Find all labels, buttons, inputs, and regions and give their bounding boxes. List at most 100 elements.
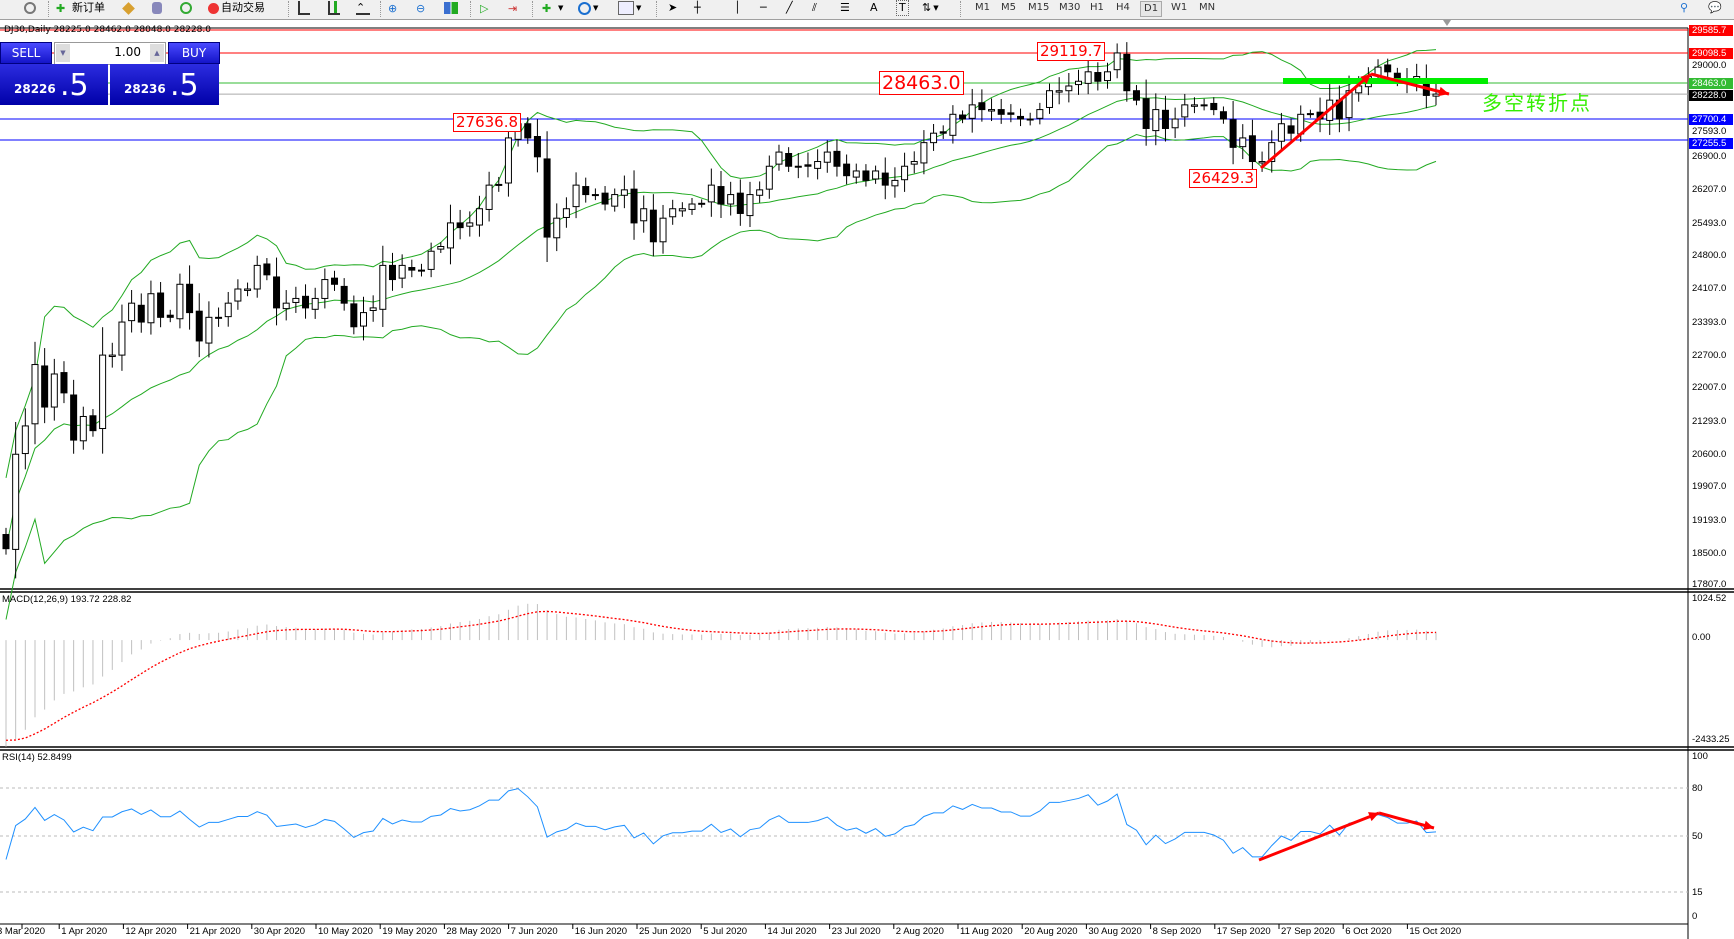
candle-body[interactable]	[321, 279, 329, 299]
crosshair-tool[interactable]: ┼	[694, 0, 701, 16]
candle-body[interactable]	[41, 365, 49, 408]
candle-body[interactable]	[215, 316, 223, 319]
candle-body[interactable]	[630, 188, 638, 224]
candle-body[interactable]	[543, 158, 551, 238]
candle-body[interactable]	[707, 184, 715, 203]
candle-body[interactable]	[70, 394, 78, 441]
price-annotation[interactable]: 29119.7	[1037, 42, 1106, 61]
timeframe-w1[interactable]: W1	[1171, 2, 1188, 13]
candle-body[interactable]	[427, 250, 435, 270]
candle-body[interactable]	[1306, 113, 1314, 116]
candle-body[interactable]	[2, 534, 10, 550]
candle-body[interactable]	[1229, 119, 1237, 148]
candle-body[interactable]	[920, 142, 928, 164]
candle-body[interactable]	[862, 170, 870, 181]
tile-windows-button[interactable]	[444, 0, 458, 16]
candle-body[interactable]	[756, 189, 764, 196]
channel-tool[interactable]: ⫽	[812, 0, 817, 16]
candle-body[interactable]	[456, 222, 464, 229]
candle-body[interactable]	[659, 217, 667, 243]
price-annotation[interactable]: 27636.8	[453, 113, 522, 132]
candle-body[interactable]	[1210, 102, 1218, 111]
candle-body[interactable]	[1075, 80, 1082, 86]
candle-body[interactable]	[1036, 109, 1044, 119]
candle-body[interactable]	[785, 152, 793, 167]
buy-button[interactable]: BUY	[168, 42, 220, 64]
candle-body[interactable]	[1007, 112, 1015, 115]
candle-body[interactable]	[727, 194, 735, 205]
chart-shift-button[interactable]: ⇥	[508, 0, 522, 16]
volume-value[interactable]: 1.00	[114, 45, 141, 59]
candle-body[interactable]	[891, 179, 899, 187]
candle-body[interactable]	[765, 165, 773, 190]
candle-body[interactable]	[21, 425, 29, 455]
candle-body[interactable]	[1113, 52, 1121, 71]
candle-body[interactable]	[1268, 142, 1276, 163]
zoom-out-button[interactable]: ⊖	[416, 0, 430, 16]
candle-body[interactable]	[852, 170, 860, 178]
candle-body[interactable]	[1345, 90, 1353, 119]
candle-body[interactable]	[611, 194, 619, 207]
candle-body[interactable]	[137, 304, 145, 323]
candle-body[interactable]	[1084, 71, 1092, 84]
candle-body[interactable]	[698, 202, 706, 205]
candle-body[interactable]	[1277, 123, 1285, 142]
candle-body[interactable]	[244, 288, 252, 291]
candle-body[interactable]	[910, 161, 918, 165]
search-button[interactable]: ⚲	[1680, 0, 1688, 16]
candle-body[interactable]	[495, 183, 503, 186]
candle-body[interactable]	[147, 293, 155, 324]
candle-body[interactable]	[1200, 104, 1208, 107]
candle-body[interactable]	[968, 104, 976, 119]
candle-body[interactable]	[60, 372, 68, 394]
candle-body[interactable]	[746, 194, 754, 217]
candle-body[interactable]	[1287, 125, 1295, 134]
candle-body[interactable]	[1190, 104, 1198, 107]
candle-body[interactable]	[959, 114, 967, 120]
candle-body[interactable]	[1248, 135, 1256, 163]
history-button[interactable]	[152, 0, 162, 16]
timeframe-m1[interactable]: M1	[975, 2, 990, 13]
bar-chart-button[interactable]	[298, 0, 310, 16]
timeframe-h4[interactable]: H4	[1116, 2, 1130, 13]
candle-body[interactable]	[997, 109, 1005, 115]
candle-body[interactable]	[736, 192, 744, 214]
vertical-line-tool[interactable]: │	[734, 0, 741, 16]
candle-body[interactable]	[50, 373, 58, 408]
candle-body[interactable]	[166, 314, 174, 318]
candle-body[interactable]	[1026, 118, 1034, 121]
candle-body[interactable]	[263, 263, 271, 276]
candle-body[interactable]	[872, 170, 880, 180]
candle-body[interactable]	[949, 113, 957, 136]
zoom-window-button[interactable]	[24, 0, 36, 16]
templates-button[interactable]: ▼	[618, 0, 641, 16]
candle-body[interactable]	[360, 312, 367, 327]
candle-body[interactable]	[1094, 72, 1102, 82]
fibonacci-tool[interactable]: ☰	[840, 0, 850, 16]
candle-body[interactable]	[1142, 98, 1150, 129]
candle-body[interactable]	[582, 186, 590, 196]
candle-body[interactable]	[1103, 71, 1111, 82]
candle-body[interactable]	[1161, 109, 1169, 129]
candle-body[interactable]	[128, 302, 136, 322]
trendline-tool[interactable]: ╱	[786, 0, 793, 16]
indicators-button[interactable]: ✚ ▼	[542, 0, 563, 16]
candle-body[interactable]	[901, 165, 909, 181]
candle-body[interactable]	[823, 151, 831, 163]
candle-body[interactable]	[437, 246, 445, 250]
candle-body[interactable]	[282, 302, 290, 310]
candle-body[interactable]	[350, 303, 358, 328]
candle-body[interactable]	[833, 150, 841, 167]
candle-body[interactable]	[640, 208, 648, 222]
rsi-uptrend-arrow[interactable]	[1258, 811, 1380, 862]
candle-body[interactable]	[369, 307, 377, 311]
volume-field[interactable]: ▼ 1.00 ▲	[54, 42, 166, 65]
candle-body[interactable]	[292, 297, 300, 303]
candle-body[interactable]	[794, 165, 802, 168]
candle-body[interactable]	[108, 354, 116, 358]
sell-button[interactable]: SELL	[0, 42, 52, 64]
candle-body[interactable]	[881, 172, 889, 186]
timeframe-m5[interactable]: M5	[1001, 2, 1016, 13]
bull-bear-turning-point-label[interactable]: 多空转折点	[1482, 91, 1592, 115]
horizontal-line-tool[interactable]: ─	[760, 0, 767, 16]
